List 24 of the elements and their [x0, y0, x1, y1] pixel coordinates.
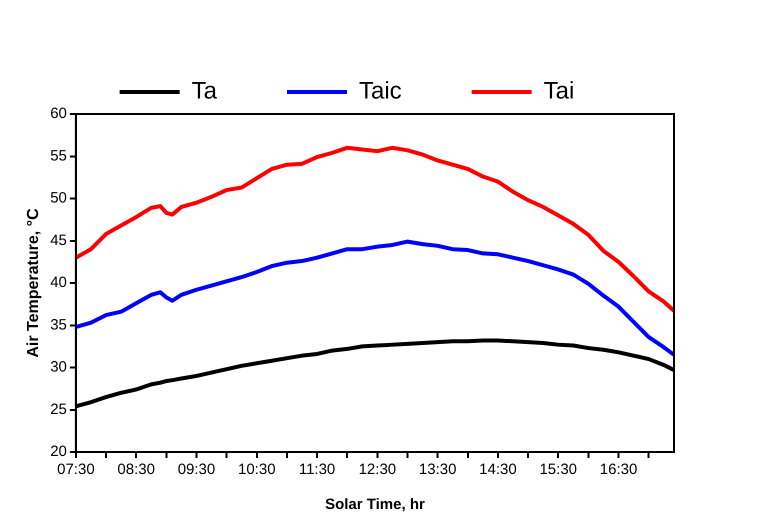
x-tick-label: 12:30 — [358, 461, 396, 478]
x-tick-label: 13:30 — [418, 461, 456, 478]
y-tick-label: 55 — [50, 147, 67, 164]
y-tick-label: 60 — [50, 105, 67, 122]
y-axis-title: Air Temperature, °C — [25, 208, 42, 358]
x-tick-label: 10:30 — [238, 461, 276, 478]
y-tick-label: 40 — [50, 274, 67, 292]
x-tick-label: 08:30 — [117, 461, 155, 478]
legend-label: Taic — [358, 78, 402, 105]
x-tick-label: 11:30 — [298, 461, 336, 478]
y-tick-label: 35 — [50, 316, 67, 334]
y-tick-label: 45 — [50, 232, 67, 249]
legend-label: Tai — [544, 78, 574, 105]
y-tick-label: 25 — [50, 400, 67, 418]
y-tick-label: 50 — [50, 190, 67, 207]
x-tick-label: 07:30 — [57, 461, 95, 478]
x-tick-label: 16:30 — [600, 461, 638, 478]
y-tick-label: 30 — [50, 358, 67, 376]
y-tick-label: 20 — [50, 443, 67, 460]
x-tick-label: 15:30 — [539, 461, 578, 478]
x-tick-label: 14:30 — [479, 461, 517, 478]
legend-label: Ta — [192, 78, 218, 105]
x-tick-label: 09:30 — [178, 461, 216, 478]
x-axis-title: Solar Time, hr — [325, 496, 425, 514]
